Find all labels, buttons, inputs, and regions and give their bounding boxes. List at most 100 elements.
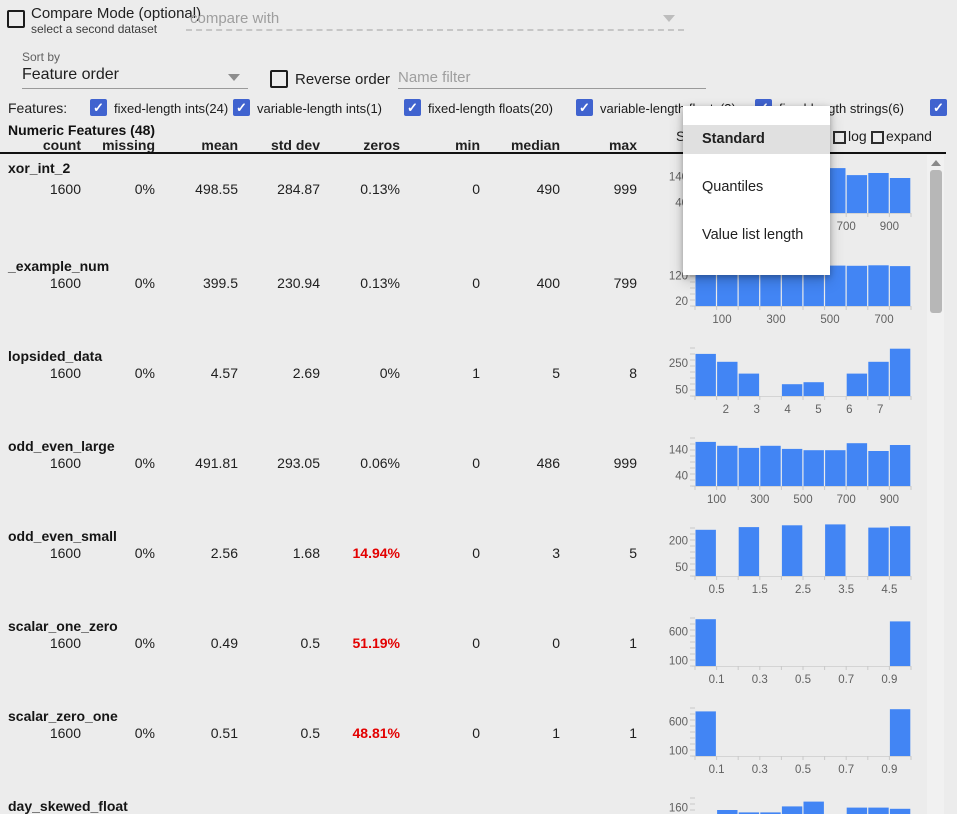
axis-tick-label: 900	[880, 221, 899, 233]
stat-zeros: 0%	[379, 365, 400, 381]
axis-tick-label: 50	[675, 384, 688, 396]
name-filter-input[interactable]: Name filter	[398, 69, 471, 86]
scrollbar-up-icon[interactable]	[931, 160, 941, 166]
column-header[interactable]: min	[455, 137, 480, 153]
stat-min: 0	[472, 181, 480, 197]
stat-median: 490	[536, 181, 560, 197]
feature-name: scalar_zero_one	[8, 708, 118, 724]
stat-mean: 0.51	[210, 725, 238, 741]
menu-item-standard[interactable]: Standard	[683, 125, 830, 154]
axis-tick-label: 500	[820, 314, 839, 326]
feature-name: lopsided_data	[8, 348, 103, 364]
feature-name: odd_even_small	[8, 528, 117, 544]
sort-by-dropdown-icon[interactable]	[228, 74, 240, 81]
axis-tick-label: 300	[766, 314, 785, 326]
stat-max: 1	[629, 725, 637, 741]
compare-mode-label: Compare Mode (optional)	[31, 5, 202, 22]
column-header[interactable]: median	[510, 137, 560, 153]
feature-type-checkbox[interactable]: ✓	[576, 99, 593, 116]
axis-tick-label: 500	[793, 494, 812, 506]
compare-with-dropdown-icon[interactable]	[663, 15, 675, 22]
axis-tick-label: 300	[750, 494, 769, 506]
stat-std_dev: 284.87	[277, 181, 320, 197]
feature-name: day_skewed_float	[8, 798, 128, 814]
feature-histogram: 160	[669, 797, 911, 814]
histogram-bar	[846, 443, 868, 486]
expand-checkbox[interactable]	[871, 131, 884, 144]
stat-missing: 0%	[134, 725, 155, 741]
stat-median: 1	[552, 725, 560, 741]
column-header[interactable]: max	[608, 137, 637, 153]
stat-zeros: 51.19%	[352, 635, 400, 651]
axis-tick-label: 20	[675, 296, 688, 308]
axis-tick-label: 0.1	[709, 674, 725, 686]
stat-max: 1	[629, 635, 637, 651]
stat-count: 1600	[49, 365, 81, 381]
compare-mode-checkbox[interactable]	[7, 10, 25, 28]
histogram-bar	[717, 445, 738, 486]
menu-item-value-list-length[interactable]: Value list length	[702, 227, 804, 243]
stat-median: 400	[536, 275, 560, 291]
stat-min: 0	[472, 725, 480, 741]
stat-mean: 498.55	[195, 181, 238, 197]
sort-by-select[interactable]: Feature order	[22, 66, 119, 83]
histogram-bar	[846, 175, 868, 213]
feature-stats-row: 1600 0% 0.49 0.5 51.19% 0 0 1	[0, 635, 637, 651]
reverse-order-label: Reverse order	[295, 71, 391, 88]
stat-max: 999	[613, 455, 637, 471]
reverse-order-checkbox[interactable]	[270, 70, 288, 88]
stat-count: 1600	[49, 545, 81, 561]
stat-mean: 491.81	[195, 455, 238, 471]
scrollbar-track[interactable]	[927, 155, 944, 814]
scrollbar-thumb[interactable]	[930, 170, 942, 313]
histogram-bar	[738, 265, 760, 306]
axis-tick-label: 100	[669, 655, 688, 667]
stat-count: 1600	[49, 455, 81, 471]
column-header[interactable]: count	[42, 137, 81, 153]
name-filter-underline	[398, 88, 706, 89]
axis-tick-label: 0.3	[752, 674, 768, 686]
feature-type-checkbox[interactable]: ✓	[404, 99, 421, 116]
histogram-bar	[868, 361, 889, 396]
sort-by-label: Sort by	[22, 50, 61, 64]
compare-with-select[interactable]: compare with	[190, 10, 280, 27]
axis-tick-label: 700	[837, 221, 856, 233]
histogram-bar	[889, 526, 911, 576]
histogram-bar	[781, 806, 803, 814]
stat-count: 1600	[49, 635, 81, 651]
feature-type-checkbox[interactable]: ✓	[233, 99, 250, 116]
histogram-bar	[868, 173, 889, 213]
column-header[interactable]: std dev	[270, 137, 320, 153]
compare-with-underline	[186, 29, 684, 31]
stat-std_dev: 0.5	[300, 725, 320, 741]
histogram-bar	[738, 527, 760, 576]
column-header[interactable]: mean	[201, 137, 238, 153]
histogram-bar	[889, 621, 911, 666]
column-header[interactable]: missing	[102, 137, 155, 153]
stat-missing: 0%	[134, 545, 155, 561]
features-bar-label: Features:	[8, 100, 68, 116]
histogram-bar	[803, 801, 824, 814]
axis-tick-label: 0.5	[795, 674, 811, 686]
menu-item-quantiles[interactable]: Quantiles	[702, 179, 764, 195]
stat-missing: 0%	[134, 365, 155, 381]
feature-type-checkbox[interactable]: ✓	[90, 99, 107, 116]
log-checkbox[interactable]	[833, 131, 846, 144]
stat-mean: 4.57	[210, 365, 238, 381]
feature-type-checkbox[interactable]: ✓	[930, 99, 947, 116]
feature-histogram: 600 100 0.1 0.3 0.5 0.7 0.9	[669, 617, 912, 686]
histogram-bar	[825, 265, 846, 306]
axis-tick-label: 0.9	[881, 674, 897, 686]
stat-std_dev: 1.68	[292, 545, 320, 561]
histogram-bar	[825, 168, 846, 213]
histogram-bar	[825, 450, 846, 486]
axis-tick-label: 3.5	[838, 584, 854, 596]
feature-type-label: fixed-length floats(20)	[428, 101, 554, 116]
axis-tick-label: 100	[712, 314, 731, 326]
axis-tick-label: 0.1	[709, 764, 725, 776]
axis-tick-label: 0.9	[881, 764, 897, 776]
histogram-bar	[889, 178, 911, 213]
column-header[interactable]: zeros	[363, 137, 400, 153]
feature-chart: 140 40 100 300 500 700 900	[650, 433, 912, 522]
axis-tick-label: 0.7	[838, 764, 854, 776]
